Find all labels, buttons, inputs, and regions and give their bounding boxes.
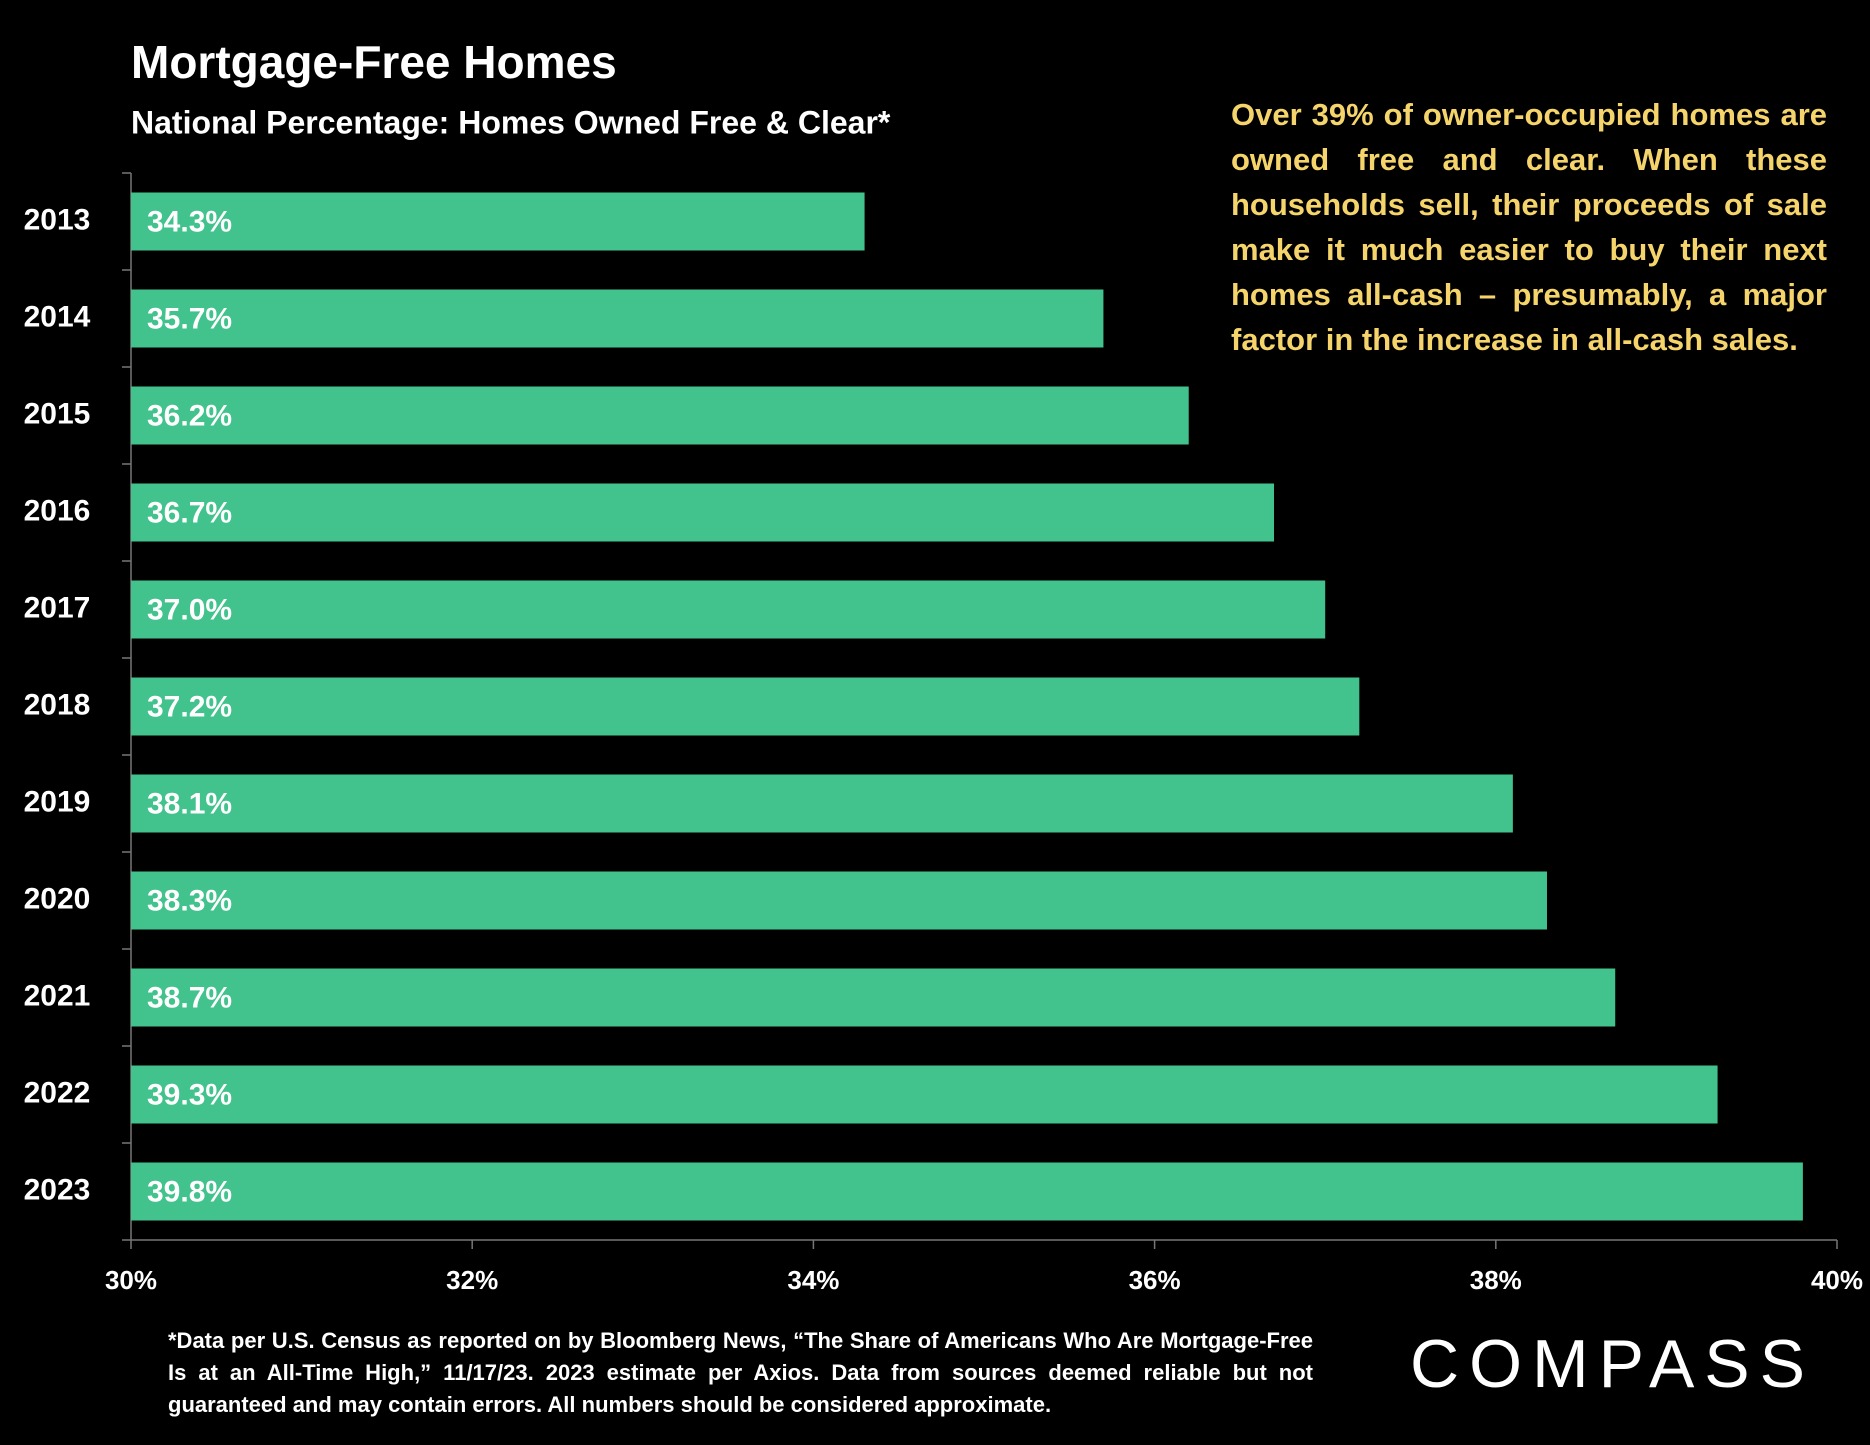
value-label: 38.3% <box>147 884 232 917</box>
footnote: *Data per U.S. Census as reported on by … <box>168 1328 1313 1417</box>
value-label: 35.7% <box>147 302 232 335</box>
chart-subtitle: National Percentage: Homes Owned Free & … <box>131 104 891 140</box>
value-label: 39.3% <box>147 1078 232 1111</box>
value-label: 38.7% <box>147 981 232 1014</box>
bar <box>131 580 1326 639</box>
x-tick-label: 38% <box>1470 1265 1522 1295</box>
value-label: 37.0% <box>147 593 232 626</box>
value-label: 37.2% <box>147 690 232 723</box>
brand-logo: COMPASS <box>1410 1326 1816 1402</box>
y-tick-label: 2020 <box>24 882 91 915</box>
y-tick-label: 2022 <box>24 1076 91 1109</box>
value-label: 36.7% <box>147 496 232 529</box>
y-tick-label: 2013 <box>24 203 91 236</box>
x-tick-label: 30% <box>105 1265 157 1295</box>
value-label: 38.1% <box>147 787 232 820</box>
y-tick-label: 2021 <box>24 979 91 1012</box>
value-label: 39.8% <box>147 1175 232 1208</box>
x-tick-label: 36% <box>1129 1265 1181 1295</box>
bar <box>131 1065 1718 1124</box>
bar <box>131 289 1104 348</box>
value-label: 36.2% <box>147 399 232 432</box>
bar <box>131 192 865 251</box>
bar <box>131 483 1275 542</box>
bar <box>131 774 1513 833</box>
bar <box>131 1162 1803 1221</box>
y-tick-label: 2016 <box>24 494 91 527</box>
bar <box>131 871 1547 930</box>
bar <box>131 968 1616 1027</box>
annotation: Over 39% of owner-occupied homes are own… <box>1231 97 1827 357</box>
y-tick-label: 2023 <box>24 1173 91 1206</box>
y-tick-label: 2018 <box>24 688 91 721</box>
bar <box>131 677 1360 736</box>
chart-title: Mortgage-Free Homes <box>131 36 617 88</box>
y-tick-label: 2015 <box>24 397 91 430</box>
y-tick-label: 2017 <box>24 591 91 624</box>
x-tick-label: 32% <box>446 1265 498 1295</box>
x-tick-label: 40% <box>1811 1265 1863 1295</box>
y-tick-label: 2019 <box>24 785 91 818</box>
x-tick-label: 34% <box>787 1265 839 1295</box>
value-label: 34.3% <box>147 205 232 238</box>
y-tick-label: 2014 <box>24 300 91 333</box>
bar <box>131 386 1189 445</box>
